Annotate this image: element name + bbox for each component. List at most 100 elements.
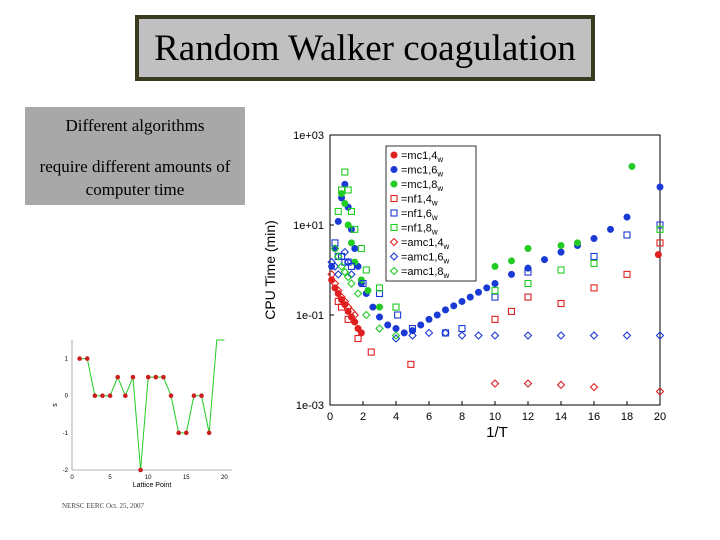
data-point-nf18w (344, 186, 352, 194)
inset-point (153, 374, 159, 380)
data-point-mc14w (654, 251, 662, 259)
data-point-nf14w (507, 307, 516, 315)
data-point-mc18w (508, 257, 515, 265)
legend-label: =nf1,4w (401, 194, 438, 208)
inset-point (176, 430, 181, 436)
inset-point (161, 374, 166, 380)
data-point-mc16w (334, 217, 342, 225)
inset-point (130, 374, 136, 380)
data-point-mc16w (656, 183, 664, 191)
y-axis-label: CPU Time (min) (262, 220, 278, 320)
data-point-mc16w (483, 284, 491, 292)
data-point-nf14w (354, 334, 362, 343)
inset-x-tick-label: 15 (183, 475, 190, 481)
y-tick-label: 1e-03 (296, 400, 324, 412)
inset-point (206, 430, 212, 436)
description-line-1: Different algorithms (65, 116, 205, 135)
inset-point (77, 356, 82, 361)
data-point-mc18w (376, 303, 383, 311)
data-point-mc16w (491, 280, 499, 288)
data-point-amc14w (340, 297, 350, 306)
x-tick-label: 0 (327, 411, 333, 423)
data-point-amc18w (391, 331, 401, 340)
inset-y-tick-label: -2 (63, 468, 69, 474)
data-point-mc16w (369, 303, 377, 311)
data-point-amc16w (408, 331, 417, 340)
data-point-nf14w (407, 360, 415, 368)
data-point-amc16w (622, 331, 632, 340)
x-tick-label: 16 (588, 411, 600, 423)
inset-y-tick-label: 0 (65, 394, 69, 400)
legend-marker (390, 223, 398, 232)
data-point-mc18w (574, 239, 581, 247)
x-tick-label: 18 (621, 411, 633, 423)
inset-point (123, 393, 128, 399)
legend-marker (389, 252, 399, 261)
data-point-mc18w (364, 287, 372, 295)
inset-y-tick-label: 1 (65, 357, 69, 363)
legend-label: =nf1,8w (401, 223, 438, 237)
slide-title-box: Random Walker coagulation (135, 15, 595, 81)
data-point-mc16w (417, 321, 425, 329)
data-point-nf14w (344, 315, 352, 323)
data-point-nf18w (557, 266, 565, 274)
data-point-mc16w (466, 293, 474, 301)
data-point-nf14w (656, 239, 664, 247)
data-point-amc14w (350, 310, 360, 320)
data-point-amc14w (655, 387, 665, 396)
data-point-nf18w (351, 225, 359, 233)
inset-x-tick-label: 5 (108, 475, 112, 481)
data-point-nf18w (375, 284, 384, 292)
x-tick-label: 4 (393, 411, 399, 423)
legend-marker (390, 151, 398, 159)
data-point-amc16w (333, 270, 343, 279)
inset-point (145, 374, 151, 380)
data-point-nf18w (341, 168, 349, 176)
inset-point (199, 393, 204, 399)
x-tick-label: 10 (489, 411, 501, 423)
slide-title: Random Walker coagulation (154, 27, 576, 69)
inset-point (115, 374, 121, 380)
legend-marker (390, 180, 398, 188)
inset-x-tick-label: 20 (221, 475, 228, 481)
y-tick-label: 1e-01 (296, 310, 324, 322)
data-point-nf16w (623, 231, 631, 239)
data-point-mc16w (442, 306, 449, 314)
legend-marker (390, 209, 398, 217)
legend-label: =nf1,6w (401, 208, 438, 222)
data-point-mc18w (557, 242, 565, 250)
data-point-mc16w (475, 288, 482, 296)
data-point-amc18w (375, 324, 384, 333)
data-point-amc16w (330, 262, 340, 271)
inset-point (100, 393, 105, 399)
data-point-mc18w (491, 262, 499, 270)
data-point-nf16w (524, 268, 532, 276)
x-tick-label: 12 (522, 411, 534, 423)
data-point-nf14w (557, 299, 565, 308)
inset-point (138, 467, 143, 473)
data-point-mc18w (338, 190, 346, 198)
data-point-amc14w (327, 270, 336, 279)
data-point-amc16w (424, 328, 434, 338)
data-point-nf18w (337, 186, 346, 194)
x-tick-label: 14 (555, 411, 567, 423)
y-tick-label: 1e+01 (293, 220, 324, 232)
data-point-nf16w (656, 221, 664, 229)
y-tick-label: 1e+03 (293, 130, 324, 142)
data-point-amc16w (556, 331, 566, 340)
data-point-mc16w (458, 297, 466, 305)
data-point-amc16w (474, 331, 483, 340)
data-point-mc16w (450, 302, 458, 310)
legend-marker (389, 266, 399, 276)
inset-line (79, 339, 225, 471)
data-point-mc16w (351, 245, 359, 253)
inset-x-tick-label: 0 (70, 475, 74, 481)
data-point-amc16w (490, 331, 500, 340)
inset-point (107, 393, 113, 399)
data-point-nf14w (623, 270, 631, 278)
data-point-nf18w (392, 303, 400, 311)
data-point-amc14w (490, 379, 500, 388)
data-point-mc18w (347, 239, 355, 247)
legend-label: =mc1,6w (401, 165, 443, 179)
